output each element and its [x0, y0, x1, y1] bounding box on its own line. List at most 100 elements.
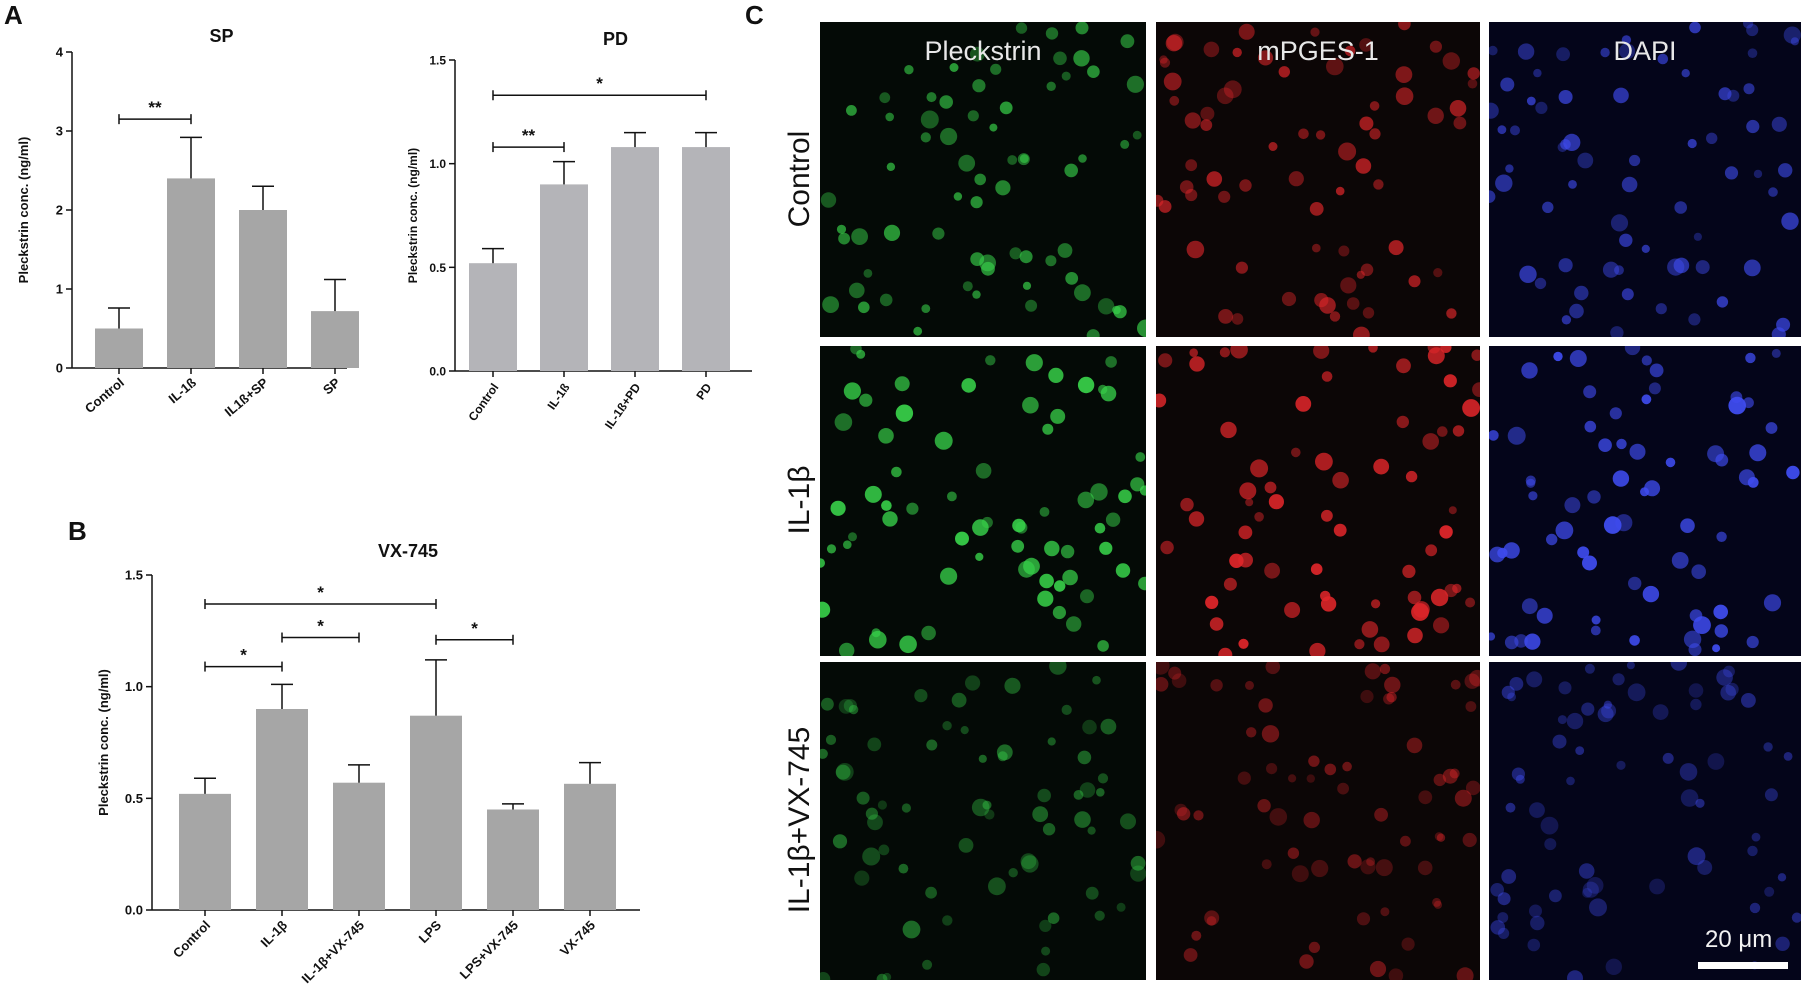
cell-blob — [1536, 607, 1553, 624]
cell-blob — [1137, 319, 1146, 337]
cell-blob — [902, 920, 921, 939]
bar-IL-1β — [256, 709, 308, 910]
cell-blob — [820, 192, 837, 208]
cell-blob — [1469, 669, 1480, 687]
chart-title: VX-745 — [378, 541, 438, 561]
cell-blob — [1401, 937, 1415, 951]
x-tick-label: SP — [320, 375, 343, 398]
cell-blob — [1025, 354, 1043, 372]
cell-blob — [1621, 35, 1632, 45]
cell-blob — [1009, 247, 1022, 260]
cell-blob — [1113, 305, 1127, 319]
cell-blob — [1497, 125, 1507, 135]
cell-blob — [1168, 666, 1182, 680]
cell-blob — [1171, 673, 1187, 688]
cell-blob — [1025, 299, 1038, 312]
cell-blob — [1503, 542, 1520, 559]
cell-blob — [1436, 833, 1446, 842]
bar-Control — [469, 263, 517, 371]
cell-blob — [1344, 45, 1356, 57]
cell-blob — [1587, 490, 1601, 504]
cell-blob — [1309, 202, 1324, 216]
cell-blob — [895, 404, 914, 422]
cell-blob — [1126, 75, 1144, 93]
significance-label: * — [471, 619, 478, 638]
cell-blob — [820, 558, 825, 568]
cell-blob — [1716, 669, 1733, 686]
cell-blob — [1612, 673, 1625, 686]
chart-sp: SP 0 1 2 3 4 Pleckstrin conc. (ng/ml) Control IL… — [16, 26, 359, 420]
chart-vx: VX-745 0.0 0.5 1.0 1.5 Pleckstrin conc. (ng/m… — [96, 541, 640, 986]
cell-blob — [1299, 954, 1314, 969]
cell-blob — [885, 112, 894, 122]
cell-blob — [1462, 399, 1480, 417]
cell-blob — [1524, 633, 1541, 650]
cell-blob — [1422, 433, 1439, 450]
scale-bar-label: 20 μm — [1705, 926, 1773, 953]
cell-blob — [1042, 423, 1054, 435]
cell-blob — [1337, 782, 1349, 795]
cell-blob — [1527, 938, 1541, 952]
cell-blob — [1308, 941, 1320, 953]
cell-blob — [1311, 859, 1329, 878]
cell-blob — [1515, 774, 1525, 784]
cell-blob — [835, 763, 854, 781]
cell-blob — [898, 863, 909, 874]
cell-blob — [922, 959, 933, 970]
cell-field — [820, 662, 1146, 980]
cell-blob — [1629, 635, 1640, 646]
cell-blob — [1442, 52, 1460, 70]
cell-blob — [949, 63, 959, 72]
cell-blob — [1395, 66, 1413, 83]
cell-blob — [882, 972, 892, 980]
cell-blob — [1434, 832, 1444, 841]
cell-blob — [1697, 860, 1713, 875]
cell-blob — [1383, 693, 1395, 705]
cell-blob — [1315, 452, 1333, 471]
cell-blob — [1727, 89, 1740, 102]
cell-blob — [878, 428, 894, 444]
cell-blob — [1621, 288, 1634, 301]
x-tick-label: Control — [466, 381, 502, 424]
cell-blob — [1609, 407, 1622, 420]
cell-blob — [1584, 663, 1595, 674]
cell-blob — [1156, 662, 1170, 675]
cell-blob — [1375, 859, 1393, 877]
x-tick-label: PD — [693, 380, 714, 402]
cell-blob — [1218, 647, 1233, 656]
cell-blob — [1044, 540, 1060, 557]
cell-blob — [1132, 130, 1142, 140]
cell-blob — [1379, 663, 1391, 675]
cell-blob — [1467, 67, 1480, 80]
cell-blob — [1693, 232, 1702, 241]
row-label-Control: Control — [783, 130, 816, 227]
cell-blob — [1223, 80, 1242, 99]
cell-blob — [1015, 22, 1028, 34]
cell-blob — [1396, 415, 1409, 429]
cell-blob — [1053, 51, 1067, 66]
cell-blob — [879, 293, 893, 307]
cell-blob — [1087, 826, 1096, 835]
cell-blob — [1047, 737, 1056, 746]
cell-blob — [1680, 518, 1695, 533]
cell-blob — [921, 304, 931, 313]
micrograph-IL-1β-Pleckstrin — [820, 346, 1146, 656]
cell-blob — [1360, 859, 1376, 875]
cell-blob — [1673, 257, 1690, 274]
cell-blob — [1783, 752, 1793, 761]
cell-blob — [1489, 546, 1506, 563]
cell-blob — [1238, 552, 1253, 568]
cell-blob — [920, 110, 939, 129]
cell-blob — [1521, 598, 1538, 615]
cell-blob — [999, 101, 1013, 115]
cell-blob — [1048, 367, 1064, 383]
cell-blob — [1521, 362, 1538, 379]
cell-field — [1489, 22, 1801, 337]
cell-blob — [1557, 715, 1567, 725]
cell-blob — [865, 807, 878, 820]
cell-blob — [1610, 326, 1624, 337]
cell-blob — [972, 519, 989, 536]
cell-blob — [1577, 152, 1594, 169]
cell-blob — [975, 463, 992, 479]
cell-blob — [1465, 701, 1477, 712]
